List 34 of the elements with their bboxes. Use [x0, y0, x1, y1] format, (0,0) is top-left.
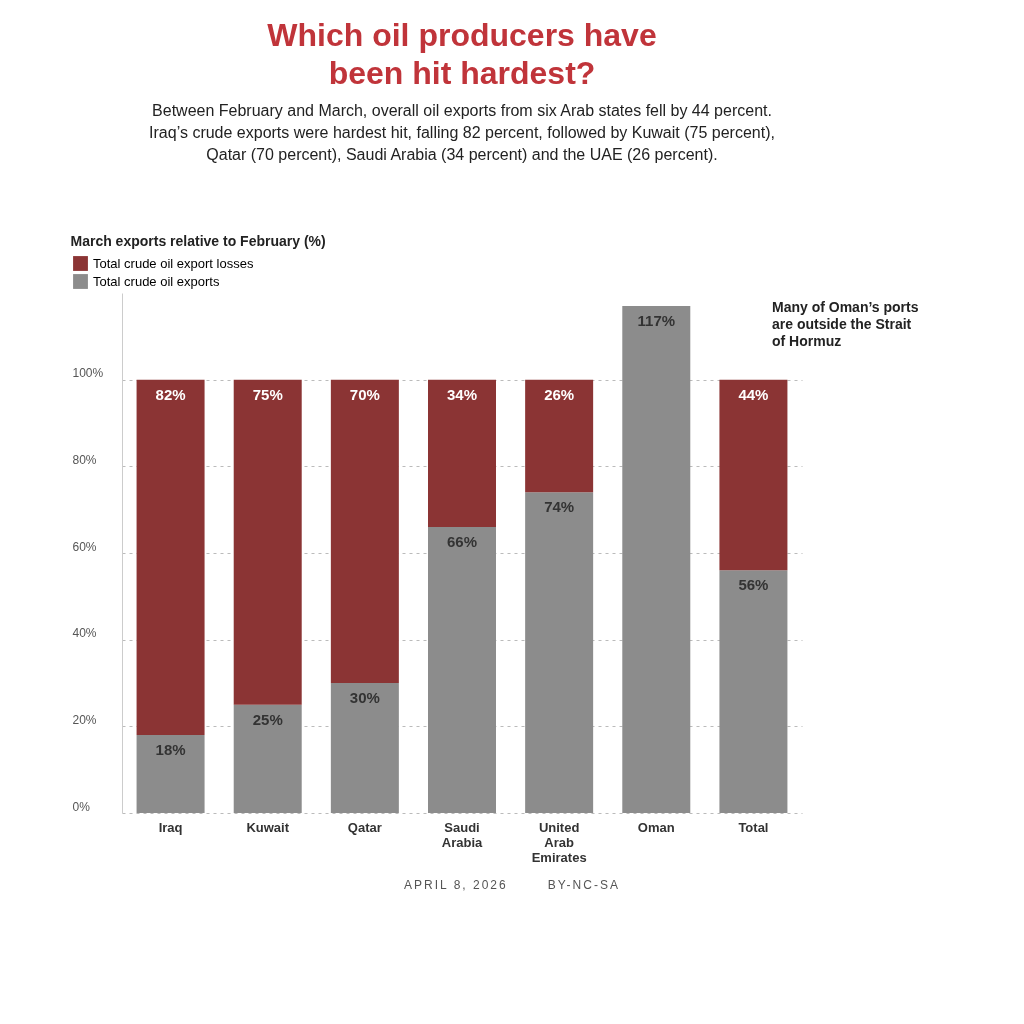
y-axis-title: March exports relative to February (%) — [70, 232, 326, 249]
text: APRIL 8, 2026 — [404, 878, 508, 892]
y-tick-label: 100% — [72, 366, 104, 381]
data-label: 44% — [738, 385, 769, 403]
y-tick-label: 40% — [72, 626, 97, 641]
data-label: 66% — [446, 533, 478, 550]
data-label: 82% — [155, 385, 186, 403]
y-tick-label: 60% — [72, 539, 97, 554]
x-tick-label: Kuwait — [246, 819, 290, 835]
x-tick-label: Oman — [637, 819, 675, 835]
y-tick-label: 20% — [72, 712, 97, 727]
data-label: 74% — [544, 498, 575, 516]
data-label: 34% — [446, 385, 478, 403]
chart-title: Which oil producers have been hit hardest? — [267, 17, 657, 91]
y-tick-label: 80% — [72, 452, 97, 467]
data-label: 26% — [544, 385, 575, 403]
legend-label: Total crude oil export losses — [93, 255, 254, 271]
annotation: Many of Oman’s ports are outside the Strait of Hormuz — [772, 299, 919, 349]
data-label: 56% — [738, 576, 769, 594]
data-label: 70% — [349, 385, 380, 403]
x-tick-label: Total — [738, 819, 769, 835]
chart-subtitle: Between February and March, overall oil exports from six Arab states fell by 44 percent. Iraq’s crude exports were hardest hit, falling 82 percent, followed by Kuwait (75 percent), Qatar (70 percent), Saudi Arabia (34 percent) and the UAE (26 percent). — [149, 102, 775, 163]
data-label: 30% — [349, 689, 380, 706]
x-tick-label: Iraq — [158, 819, 183, 835]
x-tick-label: Saudi Arabia — [441, 819, 483, 850]
data-label: 75% — [252, 385, 283, 403]
y-tick-label: 0% — [72, 799, 91, 814]
x-tick-label: Qatar — [347, 819, 382, 835]
data-label: 25% — [252, 710, 283, 728]
x-tick-label: United Arab Emirates — [531, 819, 587, 865]
legend-label: Total crude oil exports — [93, 273, 220, 289]
data-label: 18% — [155, 741, 186, 758]
text: BY-NC-SA — [547, 878, 620, 892]
data-label: 117% — [637, 312, 676, 329]
